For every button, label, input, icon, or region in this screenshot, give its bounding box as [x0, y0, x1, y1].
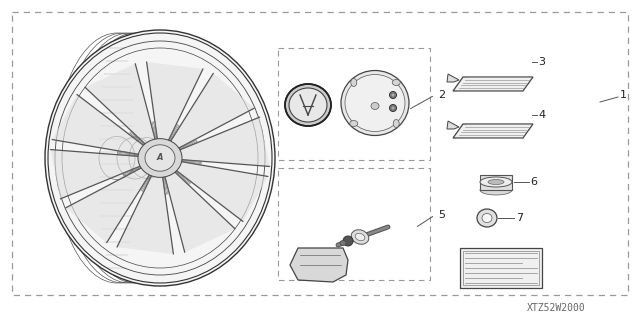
- Polygon shape: [177, 162, 268, 221]
- Ellipse shape: [350, 121, 358, 127]
- Ellipse shape: [393, 120, 399, 128]
- Text: 5: 5: [438, 210, 445, 220]
- Ellipse shape: [477, 209, 497, 227]
- Ellipse shape: [341, 70, 409, 136]
- Polygon shape: [66, 168, 149, 243]
- Polygon shape: [85, 64, 155, 144]
- Ellipse shape: [343, 236, 353, 246]
- Ellipse shape: [371, 102, 379, 109]
- Ellipse shape: [351, 230, 369, 244]
- Polygon shape: [165, 172, 235, 252]
- Ellipse shape: [480, 177, 512, 187]
- Ellipse shape: [391, 106, 395, 110]
- Polygon shape: [447, 121, 459, 129]
- Text: 1: 1: [620, 90, 627, 100]
- Ellipse shape: [285, 84, 331, 126]
- Polygon shape: [147, 62, 203, 140]
- Polygon shape: [453, 77, 533, 91]
- Polygon shape: [447, 74, 459, 82]
- Ellipse shape: [480, 185, 512, 195]
- Ellipse shape: [390, 92, 397, 99]
- Ellipse shape: [488, 180, 504, 184]
- Ellipse shape: [351, 78, 356, 86]
- Text: 4: 4: [538, 110, 545, 120]
- Ellipse shape: [392, 79, 400, 85]
- Ellipse shape: [345, 75, 405, 131]
- Polygon shape: [290, 248, 348, 282]
- FancyBboxPatch shape: [460, 248, 542, 288]
- Text: 7: 7: [516, 213, 523, 223]
- FancyBboxPatch shape: [480, 175, 512, 190]
- Text: 3: 3: [538, 57, 545, 67]
- Ellipse shape: [482, 213, 492, 222]
- Polygon shape: [51, 150, 140, 199]
- Text: 6: 6: [530, 177, 537, 187]
- Ellipse shape: [45, 30, 275, 286]
- Ellipse shape: [340, 241, 346, 246]
- Ellipse shape: [145, 145, 175, 171]
- Text: XTZ52W2000: XTZ52W2000: [527, 303, 586, 313]
- Polygon shape: [453, 124, 533, 138]
- Polygon shape: [171, 73, 254, 148]
- Text: A: A: [157, 153, 163, 162]
- Ellipse shape: [390, 105, 397, 112]
- Polygon shape: [52, 94, 143, 154]
- Text: 2: 2: [438, 90, 445, 100]
- Polygon shape: [117, 176, 173, 254]
- Polygon shape: [180, 117, 269, 167]
- Ellipse shape: [355, 233, 365, 241]
- Ellipse shape: [138, 139, 182, 177]
- Ellipse shape: [391, 93, 395, 97]
- Ellipse shape: [289, 88, 327, 122]
